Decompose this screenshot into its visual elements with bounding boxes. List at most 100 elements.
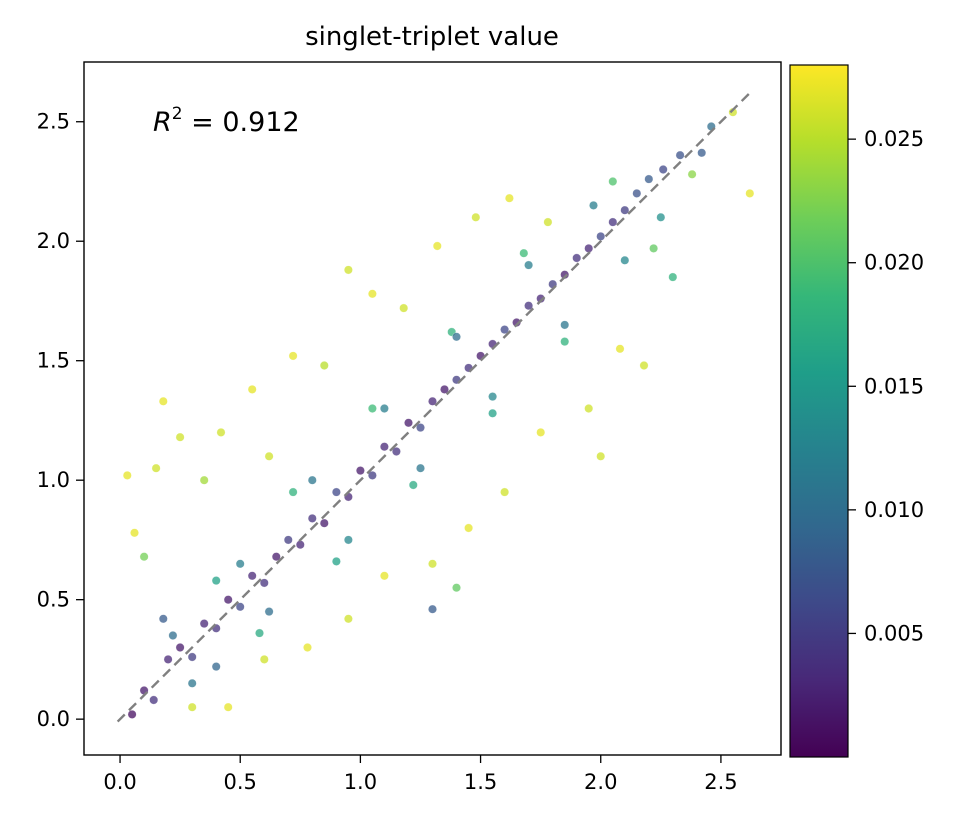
scatter-point — [259, 578, 269, 588]
scatter-point — [235, 559, 245, 569]
colorbar-tick-label: 0.015 — [864, 374, 924, 398]
scatter-point — [536, 294, 546, 304]
scatter-point — [223, 595, 233, 605]
scatter-point — [211, 576, 221, 586]
scatter-point — [319, 361, 329, 370]
scatter-point — [199, 619, 209, 629]
scatter-point — [288, 351, 298, 361]
y-tick-label: 0.0 — [37, 707, 70, 731]
scatter-point — [428, 604, 437, 614]
scatter-point — [216, 427, 226, 437]
scatter-point — [303, 643, 312, 652]
r-squared-annotation: R2 = 0.912 — [153, 104, 300, 138]
scatter-point — [519, 248, 529, 258]
colorbar-tick-label: 0.010 — [864, 498, 924, 522]
colorbar-tick-label: 0.025 — [864, 127, 924, 151]
scatter-point — [187, 652, 197, 662]
scatter-point — [187, 702, 197, 712]
scatter-point — [584, 243, 594, 253]
scatter-point — [428, 559, 437, 569]
scatter-point — [656, 212, 666, 222]
scatter-point — [367, 289, 377, 299]
scatter-point — [158, 614, 168, 624]
scatter-point — [139, 552, 149, 562]
scatter-point — [247, 571, 257, 581]
scatter-point — [504, 193, 514, 203]
x-tick-label: 0.0 — [103, 770, 136, 794]
scatter-point — [355, 466, 365, 476]
scatter-point — [264, 451, 274, 461]
scatter-point — [416, 423, 425, 433]
r-squared-value: = 0.912 — [183, 107, 300, 138]
scatter-point — [500, 487, 510, 497]
scatter-point — [615, 344, 625, 354]
scatter-point — [632, 188, 642, 198]
scatter-point — [408, 480, 418, 490]
scatter-point — [512, 318, 522, 327]
colorbar — [789, 64, 849, 758]
scatter-point — [560, 320, 570, 330]
scatter-point — [399, 303, 409, 313]
y-tick-label: 1.5 — [37, 349, 70, 373]
r-squared-symbol: R — [153, 107, 172, 138]
scatter-point — [288, 487, 298, 497]
scatter-points — [122, 107, 755, 719]
scatter-point — [745, 188, 755, 198]
scatter-point — [211, 662, 221, 672]
scatter-point — [223, 702, 233, 712]
plot-frame — [83, 61, 782, 756]
y-tick-label: 1.0 — [37, 468, 70, 492]
x-tick-label: 2.0 — [584, 770, 617, 794]
scatter-point — [379, 571, 389, 581]
scatter-point — [658, 165, 668, 174]
scatter-point — [255, 628, 264, 638]
scatter-point — [620, 205, 630, 215]
scatter-point — [668, 272, 678, 282]
scatter-point — [584, 404, 594, 413]
scatter-point — [589, 200, 598, 210]
y-tick-label: 0.5 — [37, 588, 70, 612]
scatter-point — [675, 150, 685, 160]
scatter-point — [130, 528, 139, 538]
colorbar-tick-label: 0.005 — [864, 621, 924, 645]
scatter-point — [331, 556, 341, 566]
x-tick-label: 2.5 — [704, 770, 737, 794]
scatter-point — [158, 396, 168, 406]
scatter-point — [343, 265, 353, 275]
scatter-point — [295, 540, 305, 550]
scatter-point — [271, 552, 281, 562]
scatter-point — [367, 470, 377, 480]
y-tick-label: 2.0 — [37, 229, 70, 253]
x-axis-ticks: 0.0 0.5 1.0 1.5 2.0 2.5 — [103, 755, 738, 794]
scatter-point — [572, 253, 582, 263]
scatter-point — [608, 217, 618, 227]
scatter-point — [524, 301, 534, 311]
scatter-point — [199, 475, 209, 485]
scatter-point — [307, 475, 317, 485]
scatter-point — [379, 404, 389, 413]
scatter-point — [247, 384, 257, 394]
scatter-point — [122, 470, 132, 480]
scatter-point — [283, 535, 293, 545]
scatter-point — [127, 709, 137, 719]
scatter-point — [416, 463, 425, 473]
y-axis-ticks: 0.0 0.5 1.0 1.5 2.0 2.5 — [37, 110, 84, 731]
scatter-point — [187, 678, 197, 688]
scatter-point — [175, 432, 185, 442]
scatter-point — [307, 513, 317, 523]
scatter-point — [151, 463, 161, 473]
scatter-point — [175, 643, 185, 652]
x-tick-label: 1.5 — [464, 770, 497, 794]
scatter-point — [596, 451, 606, 461]
x-tick-label: 0.5 — [224, 770, 257, 794]
y-tick-label: 2.5 — [37, 110, 70, 134]
scatter-point — [404, 418, 413, 428]
scatter-point — [391, 447, 401, 456]
scatter-point — [560, 337, 570, 347]
r-squared-superscript: 2 — [172, 104, 183, 124]
scatter-point — [488, 392, 498, 402]
colorbar-tick-label: 0.020 — [864, 251, 924, 275]
scatter-point — [428, 396, 437, 406]
scatter-point — [697, 148, 707, 158]
